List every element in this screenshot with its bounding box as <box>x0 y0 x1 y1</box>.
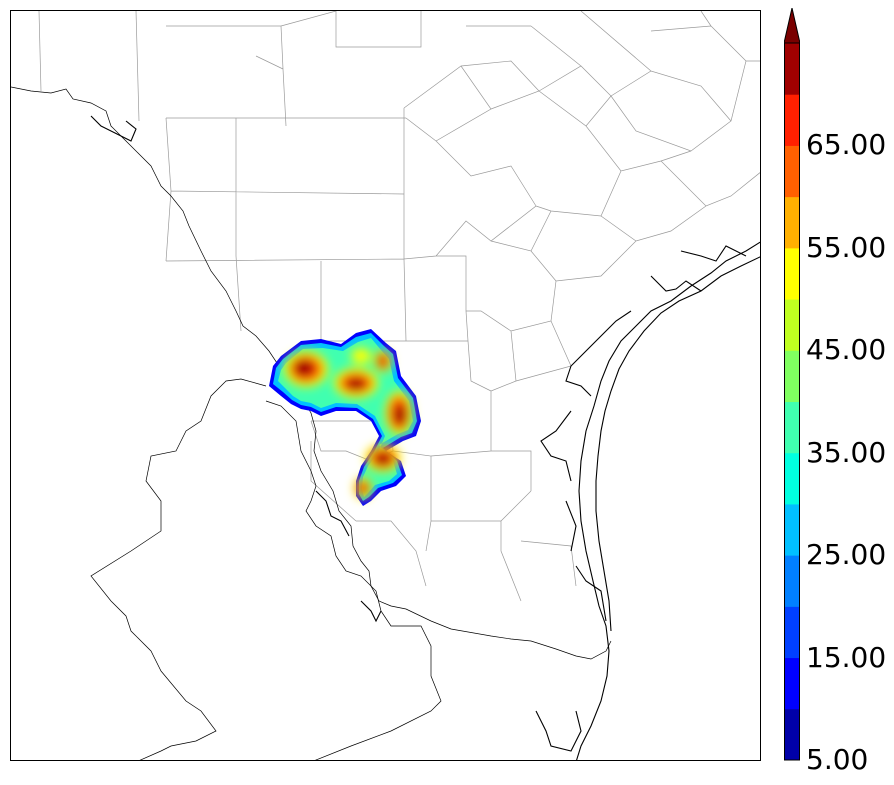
colorbar-tick-label: 15.00 <box>806 640 887 674</box>
colorbar-segment <box>784 606 800 659</box>
colorbar-segment <box>784 555 800 607</box>
colorbar-segment <box>784 196 800 249</box>
colorbar-segment <box>784 657 800 710</box>
colorbar-segment <box>784 401 800 454</box>
coastline <box>90 115 760 760</box>
colorbar-segment <box>784 247 800 300</box>
colorbar-segment <box>784 94 800 146</box>
colorbar-segment <box>784 452 800 505</box>
map-panel <box>10 10 761 761</box>
colorbar-segment <box>784 43 800 95</box>
colorbar-segment <box>784 299 800 351</box>
colorbar-extend-triangle <box>784 8 800 44</box>
colorbar-segment <box>784 708 800 761</box>
county-boundaries <box>38 11 760 602</box>
colorbar-tick-label: 55.00 <box>806 230 887 264</box>
colorbar-tick-label: 35.00 <box>806 435 887 469</box>
colorbar-tick-label: 25.00 <box>806 538 887 572</box>
colorbar-segment <box>784 503 800 556</box>
reflectivity-field <box>269 329 421 506</box>
colorbar-tick-label: 5.00 <box>806 743 869 776</box>
colorbar-tick-label: 45.00 <box>806 333 887 367</box>
colorbar-segment <box>784 145 800 198</box>
colorbar-frame <box>784 42 800 761</box>
state-boundary <box>11 86 612 760</box>
colorbar-tick-label: 65.00 <box>806 128 887 162</box>
map-canvas <box>11 11 760 760</box>
colorbar <box>784 8 800 761</box>
colorbar-segment <box>784 350 800 402</box>
